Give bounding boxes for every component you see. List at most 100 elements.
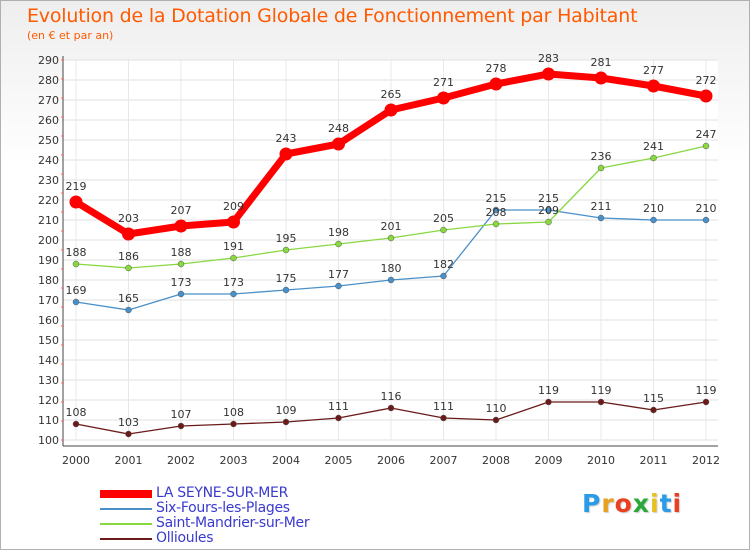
data-point	[227, 215, 240, 229]
y-tick-label: 170	[38, 294, 59, 307]
x-tick-label: 2008	[482, 454, 510, 467]
data-label: 247	[696, 128, 717, 141]
data-label: 119	[591, 384, 612, 397]
data-point	[125, 264, 132, 272]
data-label: 283	[538, 52, 559, 65]
chart-subtitle: (en € et par an)	[27, 29, 114, 42]
data-label: 110	[486, 402, 507, 415]
x-tick-label: 2004	[272, 454, 300, 467]
data-point	[594, 71, 608, 85]
data-point	[545, 206, 552, 214]
data-point	[702, 398, 710, 406]
data-point	[492, 220, 500, 228]
data-point	[230, 420, 237, 428]
y-tick-label: 240	[38, 154, 59, 167]
data-point	[72, 260, 80, 268]
data-point	[335, 240, 342, 248]
data-point	[542, 67, 555, 81]
data-label: 115	[643, 392, 664, 405]
data-point	[489, 77, 503, 91]
data-label: 191	[223, 240, 244, 253]
y-tick-label: 140	[38, 354, 59, 367]
data-point	[72, 298, 80, 306]
data-label: 108	[223, 406, 244, 419]
data-label: 195	[276, 232, 297, 245]
y-tick-label: 180	[38, 274, 59, 287]
x-tick-label: 2005	[325, 454, 353, 467]
y-tick-label: 280	[38, 74, 59, 87]
y-tick-label: 260	[38, 114, 59, 127]
data-point	[650, 154, 657, 162]
y-tick-label: 120	[38, 394, 59, 407]
y-tick-label: 290	[38, 54, 59, 67]
data-point	[492, 416, 500, 424]
y-tick-label: 210	[38, 214, 59, 227]
data-label: 219	[66, 180, 87, 193]
line-chart: 100 110 120 130 140 150 160 170 180 190 200 210 220 2…	[38, 52, 720, 467]
data-label: 207	[171, 204, 192, 217]
x-tick-label: 2012	[692, 454, 720, 467]
data-point	[177, 260, 185, 268]
data-point	[597, 214, 605, 222]
x-tick-label: 2009	[535, 454, 563, 467]
data-point	[125, 430, 132, 438]
x-tick-label: 2006	[377, 454, 405, 467]
data-point	[230, 254, 237, 262]
data-label: 272	[696, 74, 717, 87]
y-tick-label: 130	[38, 374, 59, 387]
data-label: 241	[643, 140, 664, 153]
data-label: 180	[381, 262, 402, 275]
data-point	[647, 79, 660, 93]
y-tick-label: 200	[38, 234, 59, 247]
data-label: 281	[591, 56, 612, 69]
data-point	[492, 206, 500, 214]
data-label: 182	[433, 258, 454, 271]
legend-swatch	[100, 508, 152, 510]
data-label: 108	[66, 406, 87, 419]
legend-label: Six-Fours-les-Plages	[156, 500, 290, 516]
data-label: 210	[643, 202, 664, 215]
data-point	[177, 422, 185, 430]
data-point	[440, 272, 447, 280]
data-point	[702, 142, 710, 150]
data-label: 215	[486, 192, 507, 205]
data-label: 198	[328, 226, 349, 239]
x-tick-label: 2000	[62, 454, 90, 467]
x-tick-label: 2003	[220, 454, 248, 467]
data-label: 278	[486, 62, 507, 75]
legend-swatch	[100, 523, 152, 525]
data-label: 165	[118, 292, 139, 305]
data-label: 173	[223, 276, 244, 289]
data-point	[282, 286, 290, 294]
data-label: 173	[171, 276, 192, 289]
data-label: 188	[66, 246, 87, 259]
data-label: 210	[696, 202, 717, 215]
data-label: 209	[538, 204, 559, 217]
data-label: 215	[538, 192, 559, 205]
data-point	[335, 282, 342, 290]
data-label: 271	[433, 76, 454, 89]
data-label: 109	[276, 404, 297, 417]
legend-label: LA SEYNE-SUR-MER	[156, 485, 289, 501]
data-point	[122, 227, 135, 241]
data-label: 211	[591, 200, 612, 213]
data-point	[702, 216, 710, 224]
y-tick-label: 230	[38, 174, 59, 187]
legend-swatch	[100, 490, 152, 498]
data-point	[437, 91, 450, 105]
data-label: 186	[118, 250, 139, 263]
data-point	[699, 89, 713, 103]
data-point	[545, 218, 552, 226]
data-label: 188	[171, 246, 192, 259]
data-point	[282, 246, 290, 254]
data-label: 177	[328, 268, 349, 281]
legend-label: Saint-Mandrier-sur-Mer	[156, 515, 310, 531]
data-label: 111	[328, 400, 349, 413]
data-point	[335, 414, 342, 422]
data-point	[597, 398, 605, 406]
proxiti-logo: Proxiti	[582, 489, 683, 518]
chart-title: Evolution de la Dotation Globale de Fonc…	[27, 5, 638, 27]
y-tick-label: 160	[38, 314, 59, 327]
legend-label: Ollioules	[156, 530, 214, 546]
data-point	[72, 420, 80, 428]
